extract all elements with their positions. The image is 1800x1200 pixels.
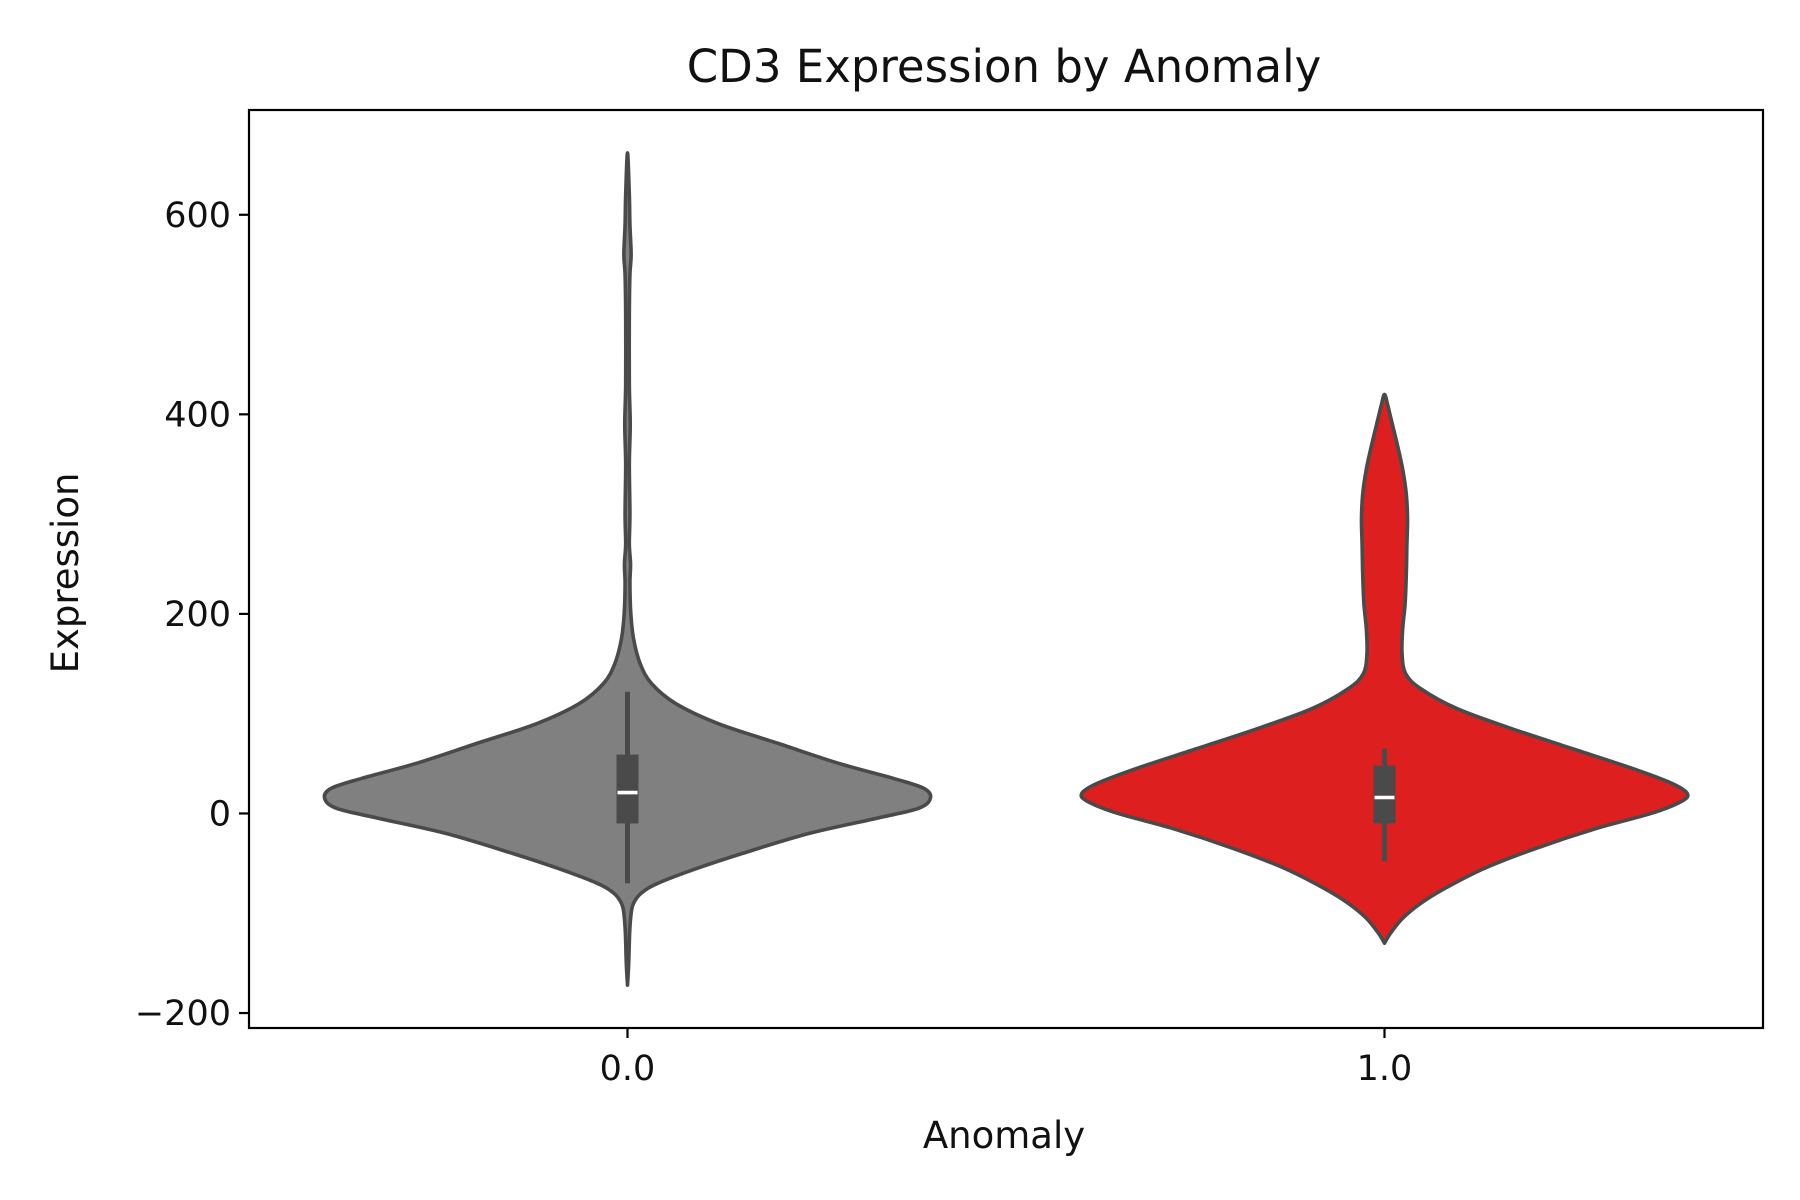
plot-frame	[247, 108, 1765, 1030]
violin-body-0	[322, 151, 933, 987]
y-tick-label: 600	[164, 196, 231, 236]
violin-iqr-box-0	[616, 754, 639, 824]
x-tick-label: 1.0	[1357, 1049, 1413, 1089]
y-tick-label: −200	[135, 994, 231, 1034]
y-tick-label: 400	[164, 395, 231, 435]
x-axis-label: Anomaly	[923, 1114, 1085, 1157]
violin-body-1	[1079, 392, 1690, 945]
violin-iqr-box-1	[1373, 765, 1396, 824]
plot-area	[322, 151, 1690, 987]
x-axis: 0.0 1.0	[600, 1028, 1413, 1089]
y-tick-label: 200	[164, 595, 231, 635]
y-axis-label: Expression	[44, 473, 87, 674]
y-axis: −200 0 200 400 600	[135, 196, 249, 1034]
y-tick-label: 0	[209, 794, 231, 834]
chart-title: CD3 Expression by Anomaly	[687, 40, 1321, 93]
x-tick-label: 0.0	[600, 1049, 656, 1089]
